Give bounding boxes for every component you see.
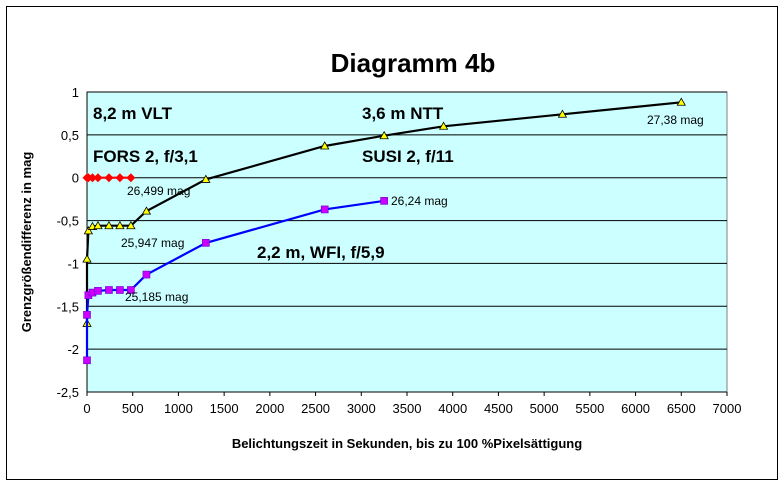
annotation-vlt: 8,2 m VLT <box>93 104 173 123</box>
data-point <box>141 206 152 215</box>
annotation-mag-fors: 26,499 mag <box>127 184 190 198</box>
data-point <box>320 205 329 214</box>
data-point <box>83 226 94 235</box>
data-point <box>438 121 449 130</box>
annotation-mag-wfi: 26,24 mag <box>391 194 448 208</box>
x-tick-label: 2000 <box>255 401 284 416</box>
x-tick-label: 2500 <box>301 401 330 416</box>
data-point <box>380 197 388 205</box>
x-tick-label: 3500 <box>393 401 422 416</box>
annotation-mag-low-ntt: 25,947 mag <box>121 236 184 250</box>
y-tick-label: -1,5 <box>57 299 79 314</box>
y-tick-label: -0,5 <box>57 214 79 229</box>
y-tick-label: -1 <box>67 256 79 271</box>
y-axis-label: Grenzgrößendifferenz in mag <box>19 152 34 333</box>
x-tick-label: 1500 <box>210 401 239 416</box>
plot-area <box>86 91 728 393</box>
data-point <box>105 286 113 294</box>
chart-title: Diagramm 4b <box>331 48 496 78</box>
x-tick-label: 6500 <box>667 401 696 416</box>
series-2 <box>82 173 136 183</box>
series-1 <box>83 197 388 365</box>
chart-frame: Diagramm 4b 1 0,5 0 -0,5 -1 -1,5 -2 -2,5 0 500 10… <box>6 6 778 480</box>
data-point <box>202 239 210 247</box>
data-point <box>104 173 114 183</box>
data-point <box>104 220 114 230</box>
x-tick-label: 5000 <box>530 401 559 416</box>
x-tick-label: 3000 <box>347 401 376 416</box>
x-tick-label: 500 <box>122 401 144 416</box>
annotation-fors: FORS 2, f/3,1 <box>93 147 198 166</box>
data-point <box>94 287 102 295</box>
annotation-mag-low-wfi: 25,185 mag <box>125 290 188 304</box>
data-point <box>126 173 136 183</box>
x-tick-label: 4000 <box>438 401 467 416</box>
data-point <box>83 311 91 319</box>
x-tick-label: 1000 <box>164 401 193 416</box>
data-point <box>116 286 124 294</box>
data-point <box>142 270 151 279</box>
x-tick-label: 4500 <box>484 401 513 416</box>
data-point <box>126 220 136 230</box>
data-point <box>115 173 125 183</box>
series-layer <box>82 97 686 365</box>
y-tick-label: 0 <box>72 171 79 186</box>
data-point <box>201 174 211 183</box>
data-point <box>320 141 330 150</box>
data-point <box>676 97 686 106</box>
annotation-mag-ntt: 27,38 mag <box>647 113 704 127</box>
data-point <box>82 254 92 263</box>
data-point <box>115 220 125 230</box>
x-tick-labels: 0 500 1000 1500 2000 2500 3000 3500 4000 4500 5000… <box>83 401 741 416</box>
y-tick-label: 1 <box>72 85 79 100</box>
data-point <box>557 109 568 118</box>
data-point <box>379 130 389 140</box>
annotation-ntt: 3,6 m NTT <box>362 104 444 123</box>
y-tick-label: 0,5 <box>61 128 79 143</box>
x-tick-label: 7000 <box>713 401 742 416</box>
x-axis-label: Belichtungszeit in Sekunden, bis zu 100 … <box>232 436 582 451</box>
y-tick-labels: 1 0,5 0 -0,5 -1 -1,5 -2 -2,5 <box>57 85 79 400</box>
data-point <box>87 173 97 183</box>
y-tick-label: -2 <box>67 342 79 357</box>
y-tick-label: -2,5 <box>57 385 79 400</box>
data-point <box>83 356 91 365</box>
annotation-susi: SUSI 2, f/11 <box>362 147 454 166</box>
data-point <box>127 286 135 294</box>
x-tick-label: 5500 <box>575 401 604 416</box>
series-0 <box>82 97 686 327</box>
data-point <box>93 173 103 183</box>
chart: Diagramm 4b 1 0,5 0 -0,5 -1 -1,5 -2 -2,5 0 500 10… <box>19 48 741 451</box>
x-tick-label: 0 <box>83 401 90 416</box>
x-tick-label: 6000 <box>621 401 650 416</box>
data-point <box>93 220 103 230</box>
annotation-wfi: 2,2 m, WFI, f/5,9 <box>257 243 385 262</box>
